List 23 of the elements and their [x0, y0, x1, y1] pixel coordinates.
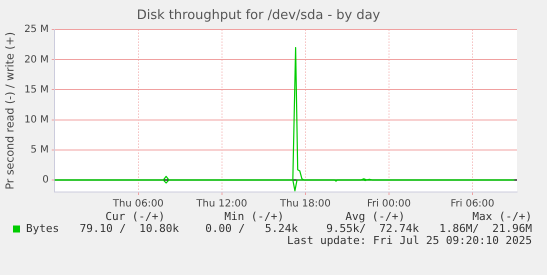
- text: Last update: Fri Jul 25 09:20:10 2025: [286, 234, 532, 247]
- text: Avg (-/+): [345, 210, 405, 223]
- legend-label: Bytes: [26, 222, 60, 235]
- y-tick-label: 20 M: [24, 54, 49, 66]
- y-tick-label: 25 M: [24, 24, 49, 36]
- text: 1.86M/ 21.96M: [439, 222, 532, 235]
- y-axis-title: Pr second read (-) / write (+): [3, 32, 16, 190]
- text: 0.00 / 5.24k: [205, 222, 298, 235]
- y-tick-label: 15 M: [24, 84, 49, 96]
- y-tick-label: 10 M: [24, 114, 49, 126]
- y-tick-label: 0: [42, 174, 49, 186]
- text: 9.55k/ 72.74k: [326, 222, 420, 235]
- x-tick-label: Thu 12:00: [195, 198, 248, 210]
- y-tick-label: 5 M: [30, 144, 49, 156]
- x-tick-label: Fri 06:00: [450, 198, 494, 210]
- text: Cur (-/+): [105, 210, 165, 223]
- x-tick-label: Fri 00:00: [366, 198, 411, 210]
- x-tick-label: Thu 18:00: [278, 198, 331, 210]
- text: Max (-/+): [472, 210, 532, 223]
- x-tick-label: Thu 06:00: [112, 198, 164, 210]
- text: Min (-/+): [224, 210, 284, 223]
- chart-title: Disk throughput for /dev/sda - by day: [136, 8, 381, 24]
- text: 79.10 / 10.80k: [80, 222, 180, 235]
